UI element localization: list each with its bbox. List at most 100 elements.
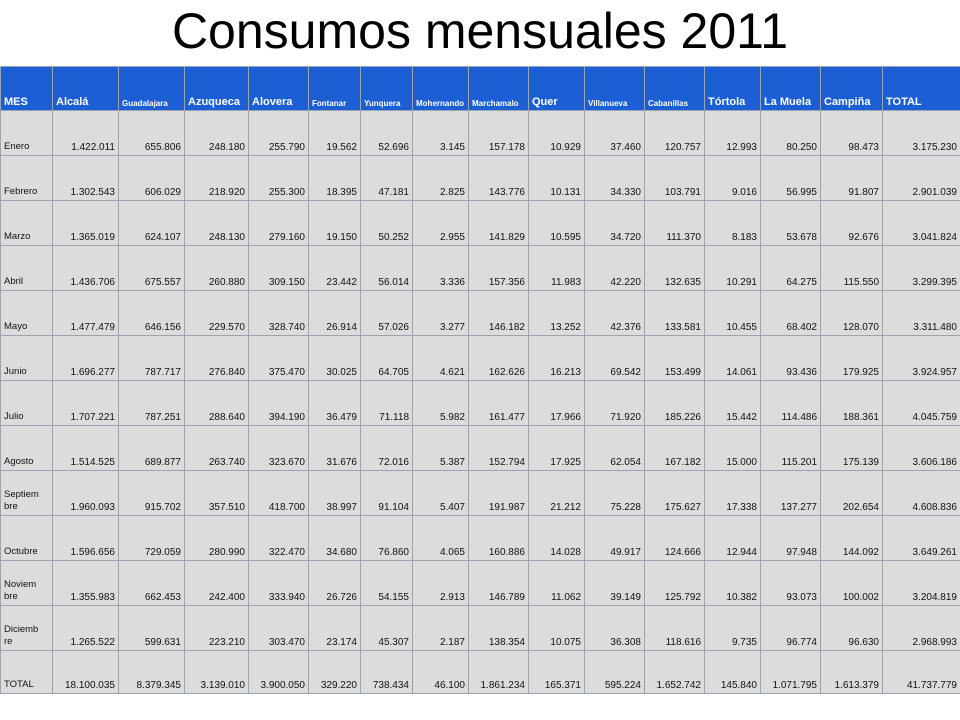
table-row: Septiem bre 1.960.093 915.702 357.510 418.70… (0, 470, 960, 516)
value-cell: 280.990 (184, 515, 249, 561)
value-cell: 162.626 (468, 335, 529, 381)
value-cell: 23.442 (308, 245, 361, 291)
value-cell: 3.277 (412, 290, 469, 336)
value-cell: 125.792 (644, 560, 705, 606)
value-cell: 138.354 (468, 605, 529, 651)
value-cell: 309.150 (248, 245, 309, 291)
table-row: Junio 1.696.277 787.717 276.840 375.470 30.02… (0, 335, 960, 381)
month-cell: Junio (0, 335, 53, 381)
value-cell: 100.002 (820, 560, 883, 606)
value-cell: 64.705 (360, 335, 413, 381)
value-cell: 1.265.522 (52, 605, 119, 651)
value-cell: 323.670 (248, 425, 309, 471)
value-cell: 1.861.234 (468, 650, 529, 694)
value-cell: 39.149 (584, 560, 645, 606)
value-cell: 2.955 (412, 200, 469, 246)
column-header: TOTAL (882, 66, 960, 111)
value-cell: 157.178 (468, 110, 529, 156)
value-cell: 11.062 (528, 560, 585, 606)
value-cell: 30.025 (308, 335, 361, 381)
column-header: Marchamalo (468, 66, 529, 111)
column-header: Yunquera (360, 66, 413, 111)
month-cell: Abril (0, 245, 53, 291)
value-cell: 161.477 (468, 380, 529, 426)
value-cell: 689.877 (118, 425, 185, 471)
value-cell: 3.204.819 (882, 560, 960, 606)
value-cell: 146.789 (468, 560, 529, 606)
value-cell: 915.702 (118, 470, 185, 516)
value-cell: 19.562 (308, 110, 361, 156)
value-cell: 3.649.261 (882, 515, 960, 561)
value-cell: 357.510 (184, 470, 249, 516)
value-cell: 141.829 (468, 200, 529, 246)
value-cell: 47.181 (360, 155, 413, 201)
value-cell: 19.150 (308, 200, 361, 246)
value-cell: 3.311.480 (882, 290, 960, 336)
value-cell: 303.470 (248, 605, 309, 651)
value-cell: 92.676 (820, 200, 883, 246)
table-row: Enero 1.422.011 655.806 248.180 255.790 19.56… (0, 110, 960, 156)
table-row: Diciemb re 1.265.522 599.631 223.210 303.470… (0, 605, 960, 651)
value-cell: 1.477.479 (52, 290, 119, 336)
value-cell: 10.929 (528, 110, 585, 156)
value-cell: 14.061 (704, 335, 761, 381)
value-cell: 37.460 (584, 110, 645, 156)
value-cell: 15.442 (704, 380, 761, 426)
value-cell: 93.436 (760, 335, 821, 381)
value-cell: 8.183 (704, 200, 761, 246)
value-cell: 191.987 (468, 470, 529, 516)
value-cell: 218.920 (184, 155, 249, 201)
value-cell: 157.356 (468, 245, 529, 291)
month-cell: Mayo (0, 290, 53, 336)
value-cell: 2.913 (412, 560, 469, 606)
value-cell: 57.026 (360, 290, 413, 336)
month-cell: Febrero (0, 155, 53, 201)
value-cell: 42.220 (584, 245, 645, 291)
value-cell: 175.627 (644, 470, 705, 516)
value-cell: 2.825 (412, 155, 469, 201)
value-cell: 288.640 (184, 380, 249, 426)
value-cell: 133.581 (644, 290, 705, 336)
value-cell: 1.365.019 (52, 200, 119, 246)
value-cell: 322.470 (248, 515, 309, 561)
value-cell: 26.726 (308, 560, 361, 606)
value-cell: 18.100.035 (52, 650, 119, 694)
value-cell: 175.139 (820, 425, 883, 471)
value-cell: 71.118 (360, 380, 413, 426)
value-cell: 42.376 (584, 290, 645, 336)
table-row: Marzo 1.365.019 624.107 248.130 279.160 19.15… (0, 200, 960, 246)
value-cell: 152.794 (468, 425, 529, 471)
value-cell: 13.252 (528, 290, 585, 336)
month-cell: Septiem bre (0, 470, 53, 516)
value-cell: 26.914 (308, 290, 361, 336)
value-cell: 248.180 (184, 110, 249, 156)
value-cell: 54.155 (360, 560, 413, 606)
value-cell: 4.045.759 (882, 380, 960, 426)
value-cell: 96.774 (760, 605, 821, 651)
value-cell: 16.213 (528, 335, 585, 381)
value-cell: 223.210 (184, 605, 249, 651)
value-cell: 21.212 (528, 470, 585, 516)
value-cell: 34.680 (308, 515, 361, 561)
value-cell: 68.402 (760, 290, 821, 336)
value-cell: 8.379.345 (118, 650, 185, 694)
value-cell: 11.983 (528, 245, 585, 291)
value-cell: 96.630 (820, 605, 883, 651)
value-cell: 328.740 (248, 290, 309, 336)
value-cell: 9.016 (704, 155, 761, 201)
value-cell: 242.400 (184, 560, 249, 606)
value-cell: 729.059 (118, 515, 185, 561)
value-cell: 9.735 (704, 605, 761, 651)
month-cell: Noviem bre (0, 560, 53, 606)
value-cell: 10.595 (528, 200, 585, 246)
value-cell: 1.696.277 (52, 335, 119, 381)
month-cell: Enero (0, 110, 53, 156)
value-cell: 91.104 (360, 470, 413, 516)
value-cell: 3.139.010 (184, 650, 249, 694)
value-cell: 2.968.993 (882, 605, 960, 651)
value-cell: 23.174 (308, 605, 361, 651)
value-cell: 120.757 (644, 110, 705, 156)
value-cell: 114.486 (760, 380, 821, 426)
value-cell: 1.071.795 (760, 650, 821, 694)
header-row: MES Alcalá Guadalajara Azuqueca Alovera Fonta… (0, 66, 960, 111)
